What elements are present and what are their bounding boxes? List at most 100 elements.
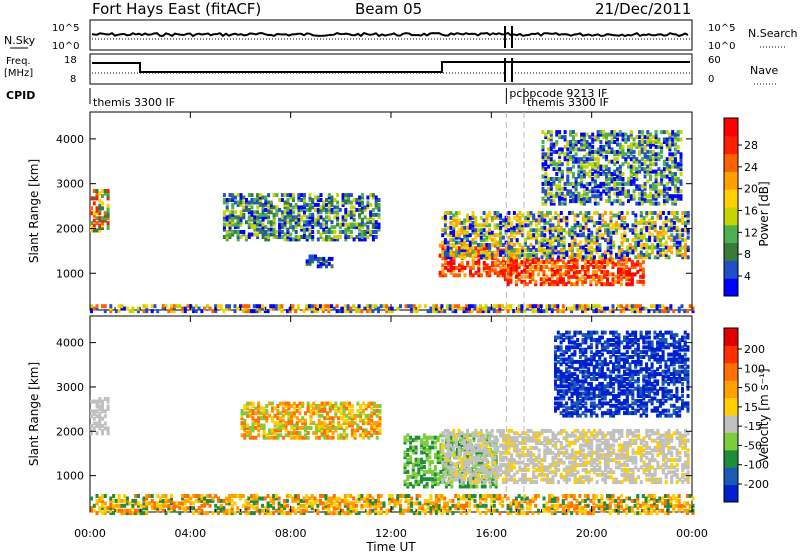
- data-cell: [479, 448, 483, 453]
- data-cell: [327, 309, 331, 314]
- data-cell: [433, 474, 437, 479]
- data-cell: [326, 435, 329, 440]
- data-cell: [327, 306, 331, 311]
- data-cell: [659, 230, 663, 235]
- data-cell: [521, 436, 525, 441]
- data-cell: [348, 421, 352, 426]
- data-cell: [580, 201, 584, 206]
- data-cell: [639, 235, 643, 240]
- data-cell: [531, 272, 535, 277]
- data-cell: [574, 181, 578, 186]
- data-cell: [325, 207, 328, 212]
- data-cell: [526, 453, 530, 458]
- data-cell: [433, 445, 437, 450]
- data-cell: [278, 225, 282, 230]
- data-cell: [480, 462, 484, 467]
- data-cell: [172, 309, 176, 314]
- data-cell: [501, 455, 505, 460]
- data-cell: [109, 306, 113, 311]
- data-cell: [275, 235, 279, 239]
- data-cell: [449, 453, 453, 458]
- data-cell: [582, 137, 586, 142]
- data-cell: [308, 261, 312, 266]
- data-cell: [344, 215, 348, 220]
- data-cell: [477, 455, 480, 460]
- data-cell: [358, 215, 362, 220]
- data-cell: [660, 147, 664, 152]
- data-cell: [668, 135, 672, 140]
- data-cell: [396, 306, 400, 311]
- data-cell: [485, 256, 489, 260]
- data-cell: [616, 191, 619, 196]
- data-cell: [570, 431, 574, 436]
- data-cell: [600, 274, 604, 279]
- data-cell: [592, 436, 596, 441]
- data-cell: [557, 228, 561, 233]
- data-cell: [315, 404, 318, 408]
- data-cell: [559, 225, 563, 230]
- data-cell: [349, 225, 353, 230]
- data-cell: [598, 455, 602, 460]
- data-cell: [291, 210, 295, 215]
- data-cell: [466, 445, 469, 450]
- data-cell: [371, 225, 375, 230]
- data-cell: [551, 431, 555, 436]
- data-cell: [330, 202, 334, 207]
- data-cell: [665, 144, 669, 149]
- data-cell: [378, 416, 382, 421]
- data-cell: [521, 477, 525, 482]
- data-cell: [92, 201, 96, 206]
- data-cell: [610, 149, 614, 154]
- data-cell: [601, 436, 605, 441]
- data-cell: [499, 233, 503, 238]
- data-cell: [606, 245, 610, 250]
- data-cell: [344, 227, 348, 232]
- data-cell: [485, 213, 489, 218]
- data-cell: [523, 218, 527, 223]
- data-cell: [675, 215, 679, 220]
- data-cell: [455, 213, 458, 218]
- data-cell: [661, 225, 665, 230]
- data-cell: [485, 470, 489, 475]
- data-cell: [485, 443, 489, 448]
- data-cell: [568, 243, 572, 247]
- data-cell: [580, 169, 584, 174]
- data-cell: [594, 260, 598, 265]
- data-cell: [368, 309, 372, 314]
- data-cell: [656, 215, 660, 220]
- data-cell: [518, 243, 522, 247]
- data-cell: [609, 252, 613, 257]
- data-cell: [643, 186, 647, 191]
- data-cell: [579, 250, 583, 255]
- data-cell: [264, 230, 268, 234]
- data-cell: [570, 225, 574, 230]
- data-cell: [609, 215, 613, 220]
- data-cell: [673, 201, 677, 206]
- data-cell: [554, 436, 558, 441]
- data-cell: [529, 211, 533, 215]
- data-cell: [336, 193, 340, 198]
- data-cell: [613, 172, 617, 176]
- data-cell: [547, 191, 550, 196]
- data-cell: [671, 154, 675, 159]
- data-cell: [507, 228, 511, 233]
- data-cell: [558, 135, 562, 140]
- data-cell: [364, 428, 368, 433]
- data-cell: [558, 130, 562, 135]
- data-cell: [555, 164, 559, 169]
- data-cell: [106, 196, 110, 201]
- data-cell: [613, 179, 617, 184]
- data-cell: [607, 191, 611, 196]
- data-cell: [540, 233, 544, 238]
- data-cell: [479, 438, 483, 443]
- data-cell: [662, 159, 666, 164]
- data-cell: [577, 181, 581, 186]
- data-cell: [367, 404, 371, 408]
- data-cell: [590, 455, 594, 460]
- data-cell: [356, 423, 360, 428]
- data-cell: [361, 428, 365, 433]
- data-cell: [514, 257, 518, 262]
- data-cell: [579, 458, 583, 463]
- data-cell: [504, 450, 508, 455]
- data-cell: [686, 218, 690, 223]
